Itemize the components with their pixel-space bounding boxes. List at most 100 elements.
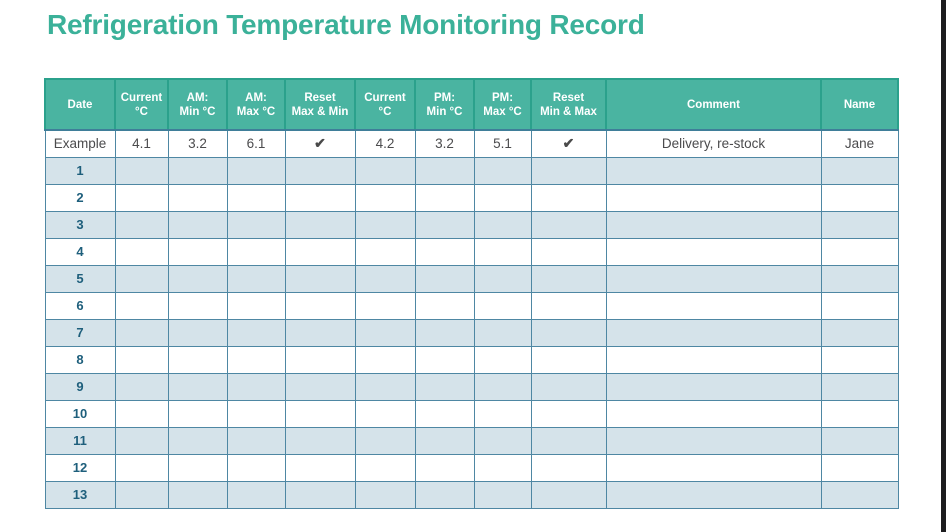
row-8-pm-max-cell[interactable]	[473, 345, 532, 374]
row-7-pm-min-cell[interactable]	[414, 318, 475, 347]
row-2-reset-pm-cell[interactable]	[530, 183, 607, 212]
row-1-pm-min-cell[interactable]	[414, 156, 475, 185]
row-7-reset-pm-cell[interactable]	[530, 318, 607, 347]
row-4-pm-min-cell[interactable]	[414, 237, 475, 266]
row-1-current-am-cell[interactable]	[114, 156, 169, 185]
row-9-name-cell[interactable]	[820, 372, 899, 401]
row-11-current-pm-cell[interactable]	[354, 426, 416, 455]
row-10-pm-min-cell[interactable]	[414, 399, 475, 428]
row-11-am-max-cell[interactable]	[226, 426, 286, 455]
row-3-reset-am-cell[interactable]	[284, 210, 356, 239]
row-12-reset-pm-cell[interactable]	[530, 453, 607, 482]
row-7-am-max-cell[interactable]	[226, 318, 286, 347]
row-9-reset-am-cell[interactable]	[284, 372, 356, 401]
row-10-current-am-cell[interactable]	[114, 399, 169, 428]
row-7-comment-cell[interactable]	[605, 318, 822, 347]
row-7-pm-max-cell[interactable]	[473, 318, 532, 347]
row-1-comment-cell[interactable]	[605, 156, 822, 185]
row-6-current-am-cell[interactable]	[114, 291, 169, 320]
row-5-comment-cell[interactable]	[605, 264, 822, 293]
row-10-am-max-cell[interactable]	[226, 399, 286, 428]
row-7-current-pm-cell[interactable]	[354, 318, 416, 347]
row-6-name-cell[interactable]	[820, 291, 899, 320]
row-3-am-min-cell[interactable]	[167, 210, 228, 239]
row-9-reset-pm-cell[interactable]	[530, 372, 607, 401]
row-3-pm-min-cell[interactable]	[414, 210, 475, 239]
row-5-current-pm-cell[interactable]	[354, 264, 416, 293]
row-1-reset-pm-cell[interactable]	[530, 156, 607, 185]
row-13-reset-am-cell[interactable]	[284, 480, 356, 509]
row-7-am-min-cell[interactable]	[167, 318, 228, 347]
row-8-pm-min-cell[interactable]	[414, 345, 475, 374]
row-9-current-pm-cell[interactable]	[354, 372, 416, 401]
row-4-am-max-cell[interactable]	[226, 237, 286, 266]
row-11-pm-max-cell[interactable]	[473, 426, 532, 455]
row-3-current-am-cell[interactable]	[114, 210, 169, 239]
row-6-pm-max-cell[interactable]	[473, 291, 532, 320]
row-1-reset-am-cell[interactable]	[284, 156, 356, 185]
row-6-am-min-cell[interactable]	[167, 291, 228, 320]
row-8-reset-pm-cell[interactable]	[530, 345, 607, 374]
row-2-name-cell[interactable]	[820, 183, 899, 212]
row-12-current-am-cell[interactable]	[114, 453, 169, 482]
row-2-pm-max-cell[interactable]	[473, 183, 532, 212]
row-8-am-min-cell[interactable]	[167, 345, 228, 374]
row-13-name-cell[interactable]	[820, 480, 899, 509]
row-1-am-min-cell[interactable]	[167, 156, 228, 185]
row-2-pm-min-cell[interactable]	[414, 183, 475, 212]
row-2-current-pm-cell[interactable]	[354, 183, 416, 212]
row-2-current-am-cell[interactable]	[114, 183, 169, 212]
row-5-name-cell[interactable]	[820, 264, 899, 293]
row-8-current-pm-cell[interactable]	[354, 345, 416, 374]
row-11-reset-pm-cell[interactable]	[530, 426, 607, 455]
row-5-reset-am-cell[interactable]	[284, 264, 356, 293]
row-11-pm-min-cell[interactable]	[414, 426, 475, 455]
row-12-current-pm-cell[interactable]	[354, 453, 416, 482]
row-13-am-min-cell[interactable]	[167, 480, 228, 509]
row-9-am-max-cell[interactable]	[226, 372, 286, 401]
row-4-comment-cell[interactable]	[605, 237, 822, 266]
row-2-comment-cell[interactable]	[605, 183, 822, 212]
row-13-reset-pm-cell[interactable]	[530, 480, 607, 509]
row-10-reset-pm-cell[interactable]	[530, 399, 607, 428]
row-6-reset-pm-cell[interactable]	[530, 291, 607, 320]
row-5-am-min-cell[interactable]	[167, 264, 228, 293]
row-11-am-min-cell[interactable]	[167, 426, 228, 455]
row-7-reset-am-cell[interactable]	[284, 318, 356, 347]
row-1-current-pm-cell[interactable]	[354, 156, 416, 185]
row-1-pm-max-cell[interactable]	[473, 156, 532, 185]
row-5-current-am-cell[interactable]	[114, 264, 169, 293]
row-9-pm-min-cell[interactable]	[414, 372, 475, 401]
row-12-am-min-cell[interactable]	[167, 453, 228, 482]
row-8-comment-cell[interactable]	[605, 345, 822, 374]
row-13-current-am-cell[interactable]	[114, 480, 169, 509]
row-2-am-min-cell[interactable]	[167, 183, 228, 212]
row-1-name-cell[interactable]	[820, 156, 899, 185]
row-5-am-max-cell[interactable]	[226, 264, 286, 293]
row-6-pm-min-cell[interactable]	[414, 291, 475, 320]
row-4-pm-max-cell[interactable]	[473, 237, 532, 266]
row-10-current-pm-cell[interactable]	[354, 399, 416, 428]
row-10-am-min-cell[interactable]	[167, 399, 228, 428]
row-12-reset-am-cell[interactable]	[284, 453, 356, 482]
row-11-comment-cell[interactable]	[605, 426, 822, 455]
row-6-am-max-cell[interactable]	[226, 291, 286, 320]
row-2-reset-am-cell[interactable]	[284, 183, 356, 212]
row-10-pm-max-cell[interactable]	[473, 399, 532, 428]
row-7-name-cell[interactable]	[820, 318, 899, 347]
row-4-current-pm-cell[interactable]	[354, 237, 416, 266]
row-5-pm-max-cell[interactable]	[473, 264, 532, 293]
row-4-am-min-cell[interactable]	[167, 237, 228, 266]
row-8-am-max-cell[interactable]	[226, 345, 286, 374]
row-6-comment-cell[interactable]	[605, 291, 822, 320]
row-2-am-max-cell[interactable]	[226, 183, 286, 212]
row-11-reset-am-cell[interactable]	[284, 426, 356, 455]
row-6-reset-am-cell[interactable]	[284, 291, 356, 320]
row-8-current-am-cell[interactable]	[114, 345, 169, 374]
row-13-pm-max-cell[interactable]	[473, 480, 532, 509]
row-13-am-max-cell[interactable]	[226, 480, 286, 509]
row-1-am-max-cell[interactable]	[226, 156, 286, 185]
row-8-name-cell[interactable]	[820, 345, 899, 374]
row-5-reset-pm-cell[interactable]	[530, 264, 607, 293]
row-9-comment-cell[interactable]	[605, 372, 822, 401]
